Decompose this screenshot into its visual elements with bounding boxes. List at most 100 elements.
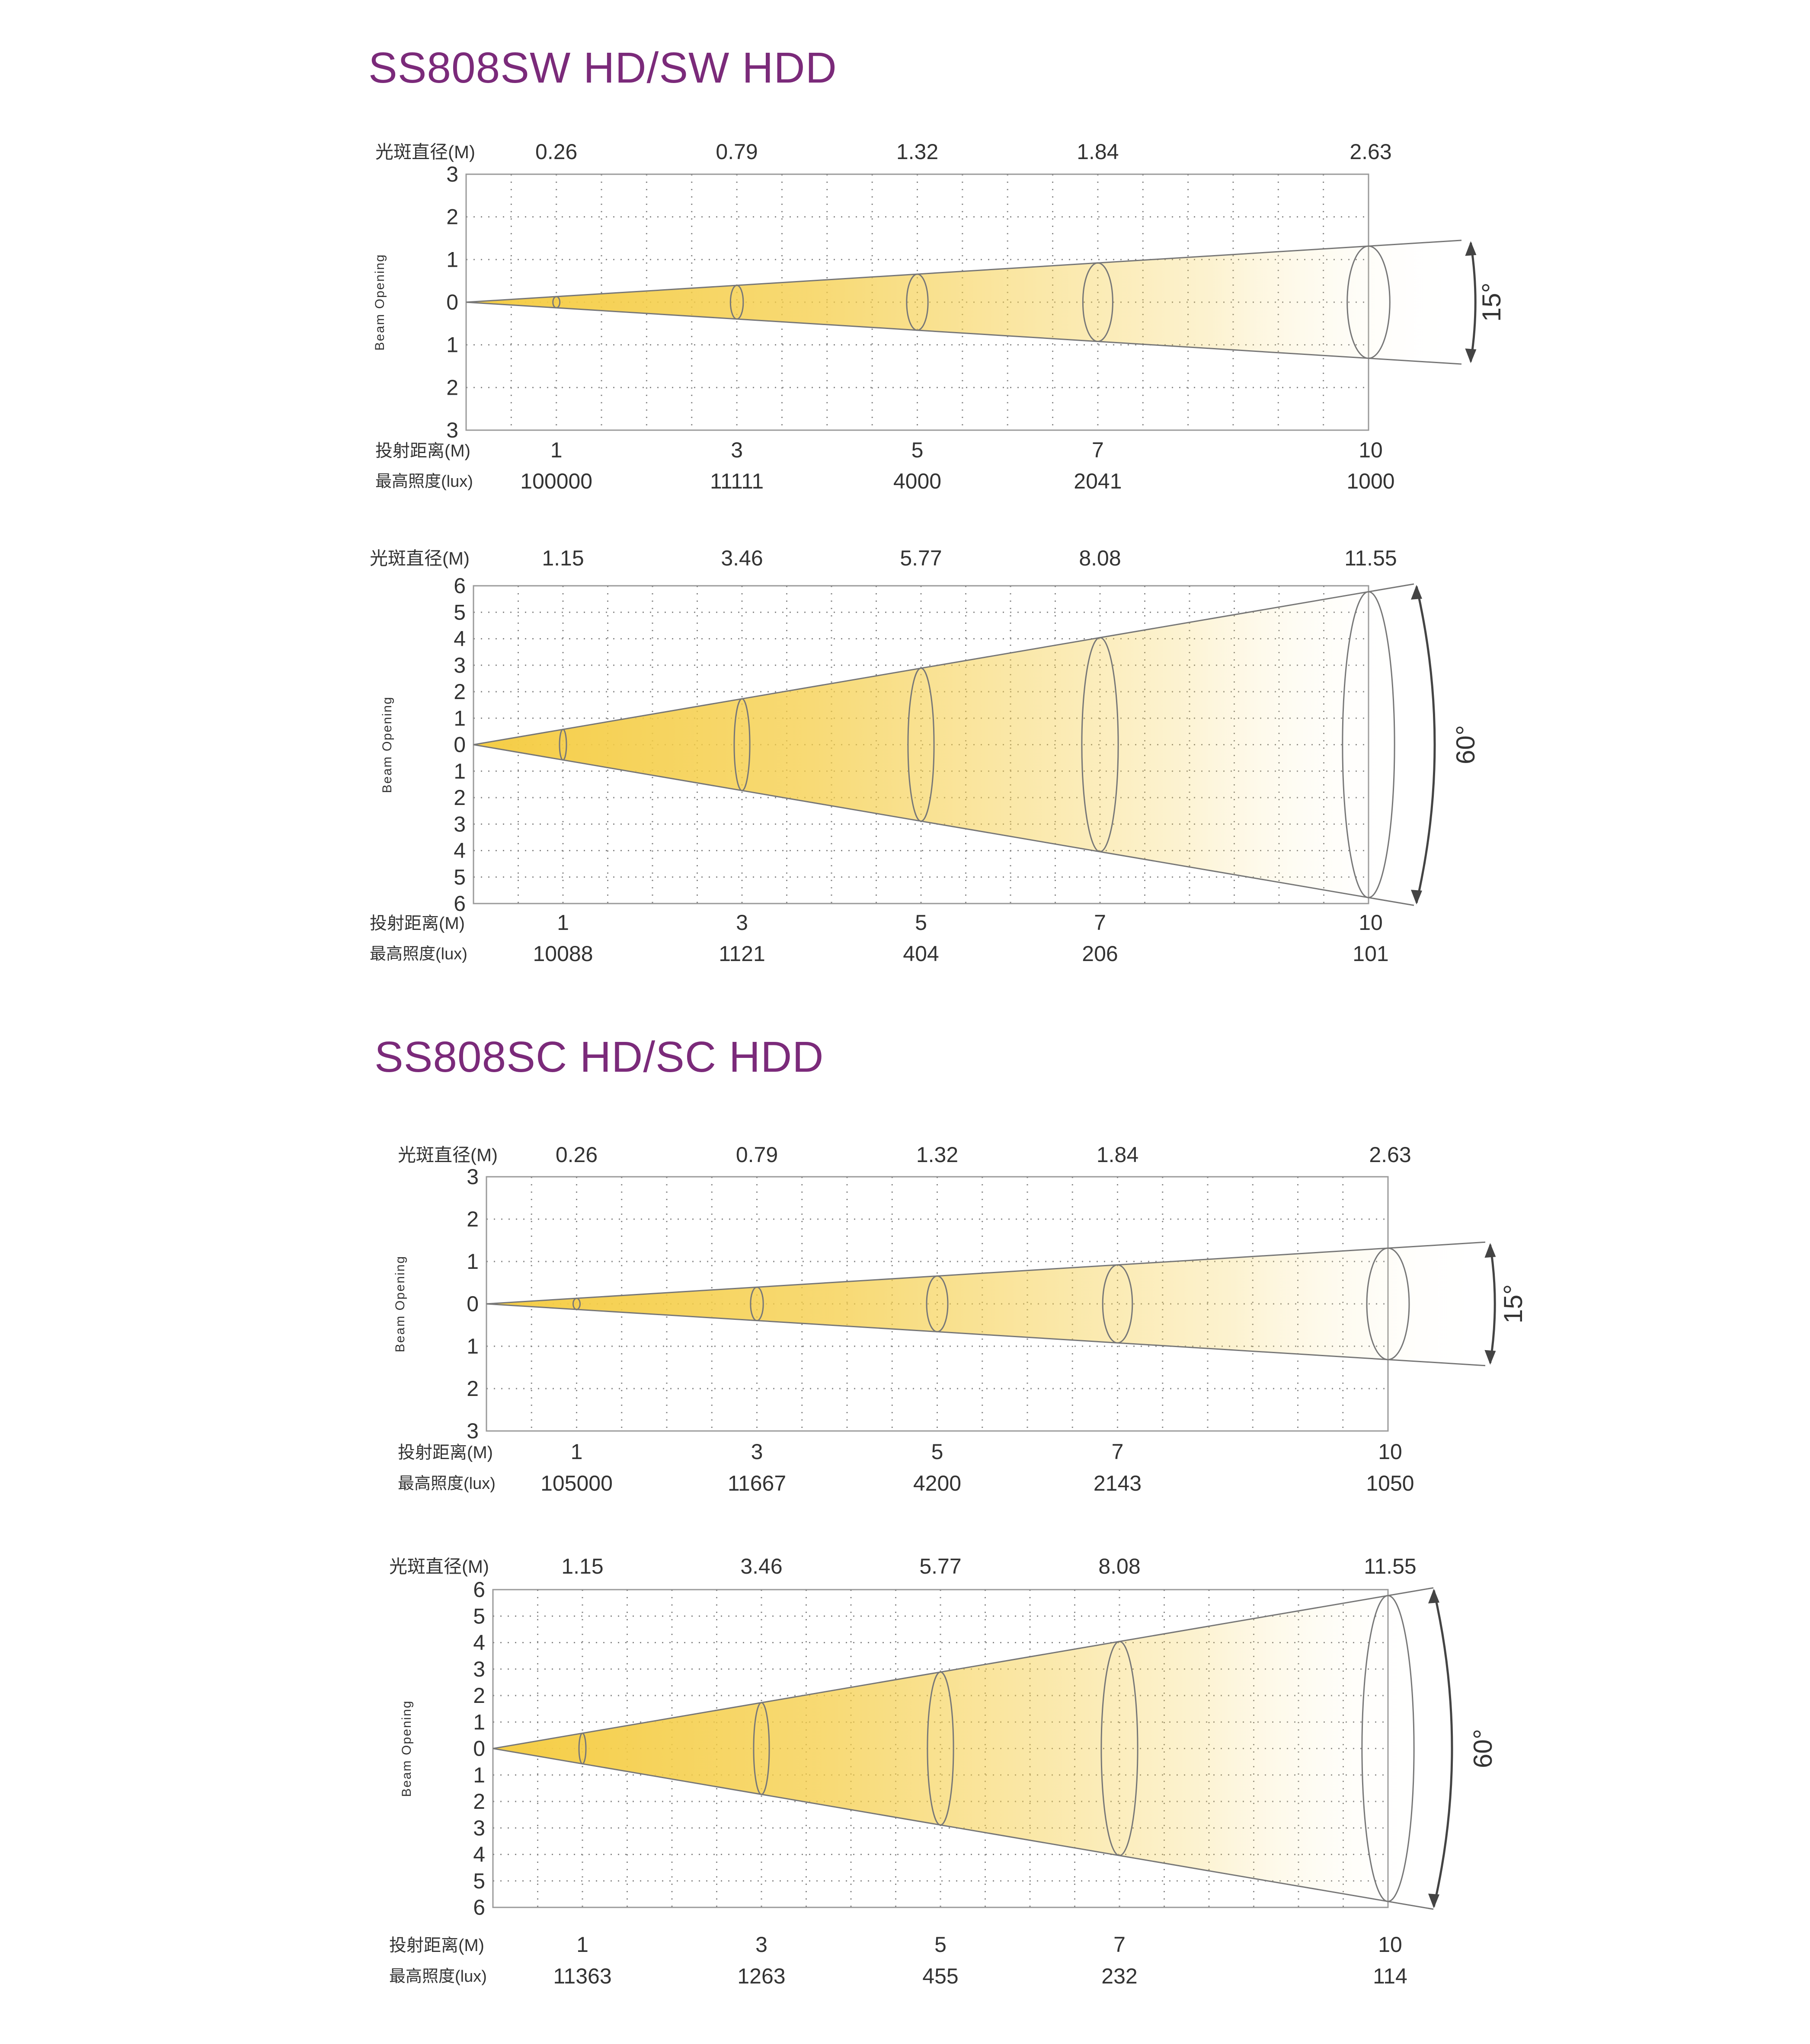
beam-angle-label: 15° bbox=[1477, 283, 1506, 322]
spot-diameter-value: 1.32 bbox=[916, 1143, 958, 1167]
spot-diameter-value: 1.32 bbox=[896, 140, 938, 164]
diameter-row-label: 光斑直径(M) bbox=[398, 1145, 498, 1165]
distance-row-label: 投射距离(M) bbox=[389, 1936, 484, 1955]
spot-ellipse bbox=[750, 1286, 764, 1322]
y-tick-label: 6 bbox=[454, 574, 466, 598]
spot-ellipse bbox=[552, 296, 561, 309]
arrow-down-icon bbox=[1484, 1350, 1496, 1365]
y-axis-label: Beam Opening bbox=[393, 1255, 407, 1352]
y-tick-label: 5 bbox=[473, 1604, 485, 1628]
spot-diameter-value: 5.77 bbox=[919, 1554, 961, 1578]
arrow-up-icon bbox=[1484, 1243, 1496, 1258]
illuminance-value: 101 bbox=[1353, 942, 1388, 966]
illuminance-row-label: 最高照度(lux) bbox=[398, 1475, 496, 1493]
spot-diameter-value: 8.08 bbox=[1098, 1554, 1140, 1578]
y-tick-label: 1 bbox=[454, 759, 466, 783]
spot-diameter-value: 3.46 bbox=[721, 546, 763, 570]
spot-ellipse bbox=[1361, 1595, 1415, 1902]
y-tick-label: 3 bbox=[473, 1816, 485, 1840]
distance-tick-label: 3 bbox=[751, 1440, 763, 1464]
spot-diameter-value: 1.15 bbox=[542, 546, 584, 570]
y-tick-label: 4 bbox=[454, 839, 466, 863]
y-tick-label: 3 bbox=[467, 1165, 479, 1189]
spot-diameter-value: 1.84 bbox=[1097, 1143, 1138, 1167]
spot-diameter-value: 11.55 bbox=[1364, 1554, 1416, 1578]
distance-tick-label: 7 bbox=[1092, 438, 1104, 462]
y-tick-label: 3 bbox=[454, 812, 466, 836]
beam-cone bbox=[493, 1587, 1433, 1910]
arrow-up-icon bbox=[1428, 1588, 1439, 1603]
spot-diameter-value: 8.08 bbox=[1079, 546, 1121, 570]
beam-angle-arc bbox=[1469, 243, 1477, 362]
beam-edge-lower bbox=[473, 744, 1414, 906]
y-tick-label: 0 bbox=[467, 1292, 479, 1316]
beam-edge-lower bbox=[466, 301, 1462, 365]
y-tick-label: 2 bbox=[467, 1207, 479, 1231]
y-tick-label: 1 bbox=[446, 333, 458, 357]
illuminance-value: 206 bbox=[1082, 942, 1118, 966]
beam-edge-lower bbox=[492, 1748, 1434, 1910]
spot-diameter-value: 0.26 bbox=[556, 1143, 598, 1167]
distance-tick-label: 10 bbox=[1359, 438, 1383, 462]
distance-tick-label: 5 bbox=[911, 438, 924, 462]
y-tick-label: 1 bbox=[473, 1763, 485, 1787]
arrow-up-icon bbox=[1411, 584, 1422, 600]
spot-diameter-value: 0.26 bbox=[535, 140, 577, 164]
spot-ellipse bbox=[1366, 1247, 1410, 1361]
diameter-row-label: 光斑直径(M) bbox=[375, 142, 475, 162]
illuminance-value: 1050 bbox=[1366, 1471, 1414, 1495]
beam-edge-lower bbox=[486, 1303, 1486, 1367]
beam-edge-upper bbox=[473, 583, 1414, 745]
beam-angle-label: 60° bbox=[1468, 1729, 1497, 1768]
section-title-2: SS808SC HD/SC HDD bbox=[374, 1033, 824, 1081]
spot-ellipse bbox=[729, 284, 744, 320]
y-tick-label: 5 bbox=[454, 865, 466, 889]
distance-tick-label: 5 bbox=[934, 1932, 947, 1957]
spot-ellipse bbox=[926, 1275, 949, 1332]
y-tick-label: 4 bbox=[473, 1843, 485, 1867]
y-tick-label: 2 bbox=[446, 205, 458, 229]
illuminance-value: 1263 bbox=[737, 1964, 785, 1988]
y-tick-label: 1 bbox=[467, 1249, 479, 1274]
y-tick-label: 6 bbox=[454, 891, 466, 916]
beam-edge-upper bbox=[486, 1241, 1486, 1305]
illuminance-row-label: 最高照度(lux) bbox=[370, 945, 467, 963]
illuminance-value: 455 bbox=[922, 1964, 958, 1988]
beam-angle-label: 15° bbox=[1499, 1284, 1528, 1324]
spot-ellipse bbox=[906, 273, 929, 331]
beam-edge-upper bbox=[492, 1587, 1434, 1749]
spot-diameter-value: 0.79 bbox=[716, 140, 758, 164]
spot-diameter-value: 3.46 bbox=[740, 1554, 782, 1578]
distance-tick-label: 3 bbox=[731, 438, 743, 462]
y-tick-label: 1 bbox=[454, 706, 466, 730]
spot-diameter-value: 2.63 bbox=[1369, 1143, 1411, 1167]
distance-tick-label: 1 bbox=[557, 910, 569, 935]
spot-ellipse bbox=[1102, 1264, 1133, 1344]
spot-diameter-value: 0.79 bbox=[736, 1143, 778, 1167]
y-tick-label: 3 bbox=[446, 162, 458, 186]
y-axis-label: Beam Opening bbox=[380, 696, 394, 793]
distance-row-label: 投射距离(M) bbox=[370, 914, 465, 933]
y-tick-label: 2 bbox=[454, 786, 466, 810]
y-tick-label: 3 bbox=[473, 1657, 485, 1681]
beam-angle-arc bbox=[1415, 586, 1436, 903]
illuminance-value: 404 bbox=[903, 942, 939, 966]
illuminance-value: 100000 bbox=[520, 469, 592, 493]
distance-row-label: 投射距离(M) bbox=[398, 1443, 493, 1462]
y-axis-label: Beam Opening bbox=[400, 1700, 414, 1797]
illuminance-value: 105000 bbox=[540, 1471, 613, 1495]
illuminance-value: 11111 bbox=[710, 469, 764, 493]
beam-angle-label: 60° bbox=[1451, 725, 1480, 764]
y-tick-label: 5 bbox=[454, 600, 466, 624]
distance-tick-label: 5 bbox=[931, 1440, 943, 1464]
y-tick-label: 1 bbox=[473, 1710, 485, 1734]
distance-tick-label: 1 bbox=[576, 1932, 588, 1957]
spot-diameter-value: 2.63 bbox=[1350, 140, 1391, 164]
spot-ellipse bbox=[907, 667, 935, 822]
illuminance-value: 4200 bbox=[913, 1471, 961, 1495]
spot-ellipse bbox=[578, 1732, 587, 1765]
